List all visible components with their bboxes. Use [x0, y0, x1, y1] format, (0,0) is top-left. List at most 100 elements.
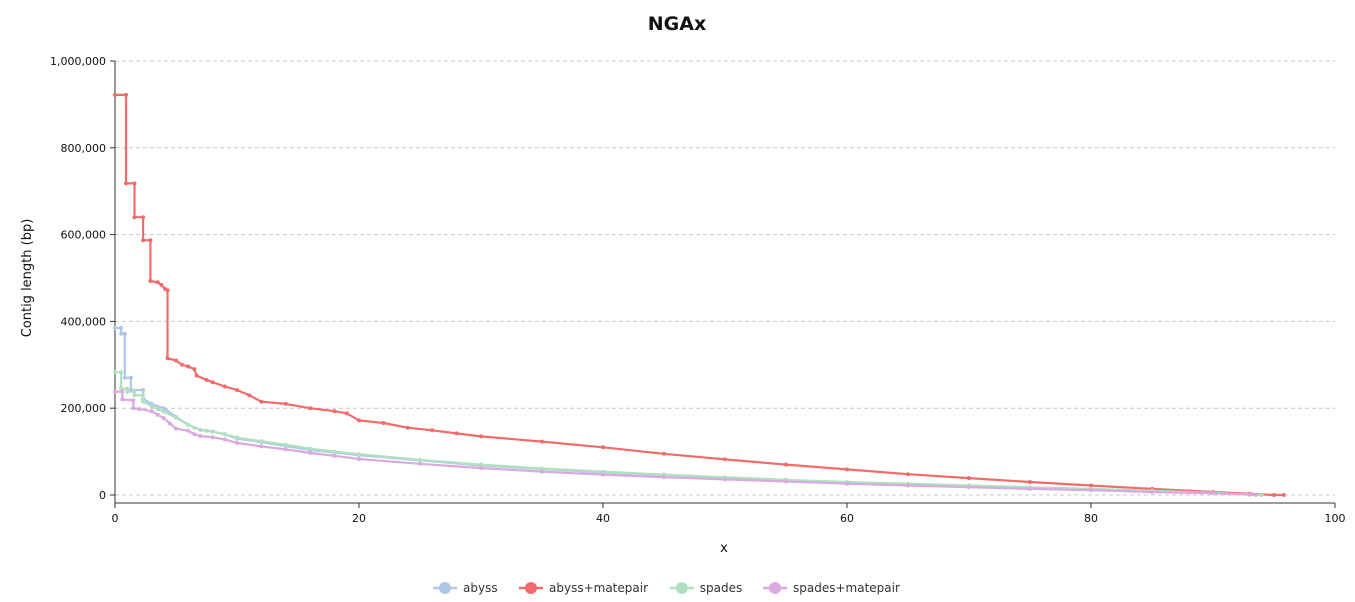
data-point: [357, 418, 361, 423]
legend-swatch-marker: [439, 582, 451, 594]
y-tick-label: 600,000: [61, 229, 107, 242]
data-point: [845, 481, 849, 486]
data-point: [222, 384, 227, 389]
data-point: [381, 421, 386, 425]
series-lines: [113, 92, 1286, 497]
data-point: [235, 440, 239, 445]
data-point: [662, 475, 666, 480]
data-point: [167, 421, 172, 426]
data-point: [186, 422, 191, 427]
data-point: [259, 444, 264, 449]
data-point: [148, 279, 153, 283]
legend-swatch-marker: [525, 582, 537, 594]
data-point: [332, 449, 337, 454]
data-point: [308, 446, 313, 451]
data-point: [967, 485, 971, 490]
data-point: [601, 469, 605, 474]
data-point: [430, 428, 435, 433]
legend-label: abyss: [463, 581, 498, 595]
data-point: [165, 288, 170, 293]
chart-title: NGAx: [648, 13, 706, 35]
data-point: [1028, 480, 1032, 484]
series-abyss: [113, 325, 1264, 497]
data-point: [161, 416, 166, 421]
data-point: [141, 393, 146, 398]
data-point: [1281, 493, 1286, 497]
data-point: [210, 380, 215, 385]
data-point: [454, 431, 459, 436]
data-point: [125, 386, 130, 391]
legend-item-abyss-matepair[interactable]: abyss+matepair: [519, 581, 648, 595]
data-point: [132, 393, 137, 398]
data-point: [1150, 490, 1154, 494]
data-point: [122, 375, 127, 380]
data-point: [141, 388, 146, 392]
data-point: [784, 479, 788, 484]
legend-item-abyss[interactable]: abyss: [433, 581, 498, 595]
data-point: [418, 457, 422, 462]
data-point: [723, 477, 727, 482]
series-line-spades: [115, 371, 1262, 497]
data-point: [141, 238, 146, 243]
data-point: [155, 407, 160, 412]
data-point: [784, 462, 788, 467]
data-point: [132, 181, 137, 186]
data-point: [119, 370, 124, 375]
data-point: [283, 401, 288, 406]
data-point: [141, 215, 146, 220]
data-point: [405, 425, 410, 430]
data-point: [161, 409, 166, 414]
data-point: [344, 411, 349, 416]
data-point: [601, 472, 605, 477]
data-point: [357, 452, 361, 457]
x-tick-label: 80: [1084, 512, 1098, 525]
data-point: [113, 92, 117, 97]
data-point: [155, 412, 160, 417]
data-point: [479, 466, 483, 471]
legend: abyss abyss+matepair spades spades+matepair: [433, 581, 900, 595]
data-point: [174, 415, 178, 420]
x-tick-label: 40: [596, 512, 610, 525]
data-point: [259, 399, 264, 404]
data-point: [1028, 486, 1032, 491]
x-axis-label: x: [720, 541, 728, 556]
data-point: [113, 389, 117, 394]
data-point: [192, 432, 197, 437]
data-point: [186, 364, 191, 369]
data-point: [204, 378, 209, 382]
data-point: [131, 398, 136, 403]
legend-item-spades-matepair[interactable]: spades+matepair: [763, 581, 900, 595]
data-point: [192, 367, 197, 372]
data-point: [1089, 483, 1093, 488]
legend-label: spades: [700, 581, 742, 595]
data-point: [222, 432, 227, 437]
data-point: [198, 434, 203, 438]
legend-swatch-marker: [769, 582, 781, 594]
x-tick-label: 20: [352, 512, 366, 525]
data-point: [119, 386, 124, 391]
data-point: [967, 476, 971, 481]
data-point: [906, 472, 910, 477]
data-point: [479, 434, 483, 439]
data-point: [308, 406, 313, 411]
legend-item-spades[interactable]: spades: [669, 581, 742, 595]
data-point: [601, 445, 605, 450]
y-tick-label: 400,000: [61, 315, 107, 328]
data-point: [128, 375, 133, 380]
data-point: [662, 451, 666, 456]
data-point: [131, 406, 136, 411]
data-point: [165, 356, 170, 361]
data-point: [479, 462, 483, 467]
data-point: [124, 92, 128, 97]
data-point: [174, 358, 178, 363]
data-point: [723, 457, 727, 462]
data-point: [283, 447, 288, 452]
data-point: [540, 466, 544, 471]
data-point: [247, 393, 252, 398]
data-point: [119, 325, 124, 330]
data-point: [308, 450, 313, 455]
data-point: [418, 461, 422, 466]
data-point: [149, 409, 154, 414]
